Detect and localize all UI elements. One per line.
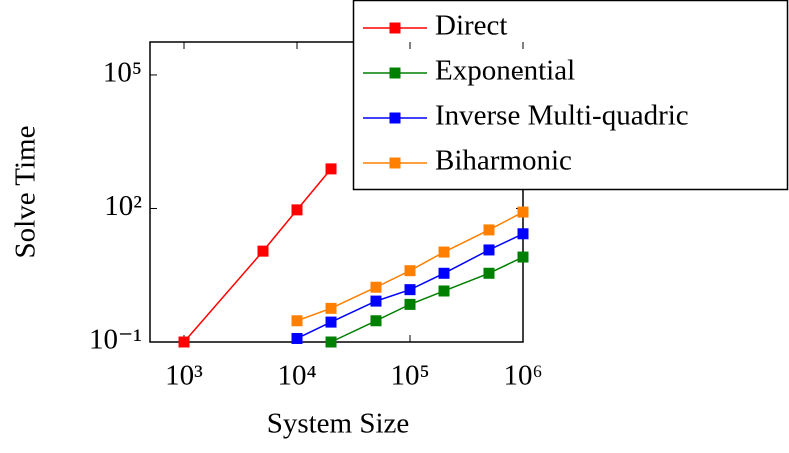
marker	[404, 265, 416, 277]
legend-marker	[389, 67, 401, 79]
marker	[291, 315, 303, 327]
marker	[325, 316, 337, 328]
x-axis-label: System Size	[267, 408, 410, 440]
marker	[483, 267, 495, 279]
marker	[438, 285, 450, 297]
x-tick-label: 10³	[165, 360, 203, 392]
marker	[257, 245, 269, 257]
marker	[325, 163, 337, 175]
x-tick-label: 10⁵	[390, 360, 429, 392]
marker	[517, 251, 529, 263]
marker	[291, 204, 303, 216]
series-line	[330, 256, 524, 343]
y-tick-label: 10²	[104, 190, 142, 222]
marker	[325, 336, 337, 348]
marker	[370, 281, 382, 293]
y-tick-label: 10⁵	[103, 57, 142, 89]
legend-label: Exponential	[435, 55, 575, 87]
marker	[404, 298, 416, 310]
legend-box	[352, 0, 789, 191]
legend-label: Biharmonic	[435, 145, 572, 177]
marker	[438, 246, 450, 258]
series-line	[183, 168, 332, 343]
legend-label: Inverse Multi-quadric	[435, 100, 689, 132]
y-tick-label: 10⁻¹	[89, 324, 142, 356]
marker	[291, 332, 303, 344]
marker	[370, 315, 382, 327]
y-axis-label: Solve Time	[10, 126, 42, 259]
marker	[178, 336, 190, 348]
legend-label: Direct	[435, 10, 507, 42]
marker	[517, 228, 529, 240]
marker	[483, 244, 495, 256]
legend-marker	[389, 112, 401, 124]
marker	[370, 295, 382, 307]
x-tick-label: 10⁴	[277, 360, 316, 392]
marker	[517, 206, 529, 218]
x-tick-label: 10⁶	[503, 360, 542, 392]
legend-marker	[389, 157, 401, 169]
marker	[325, 302, 337, 314]
legend-marker	[389, 22, 401, 34]
marker	[483, 224, 495, 236]
marker	[404, 284, 416, 296]
marker	[438, 267, 450, 279]
